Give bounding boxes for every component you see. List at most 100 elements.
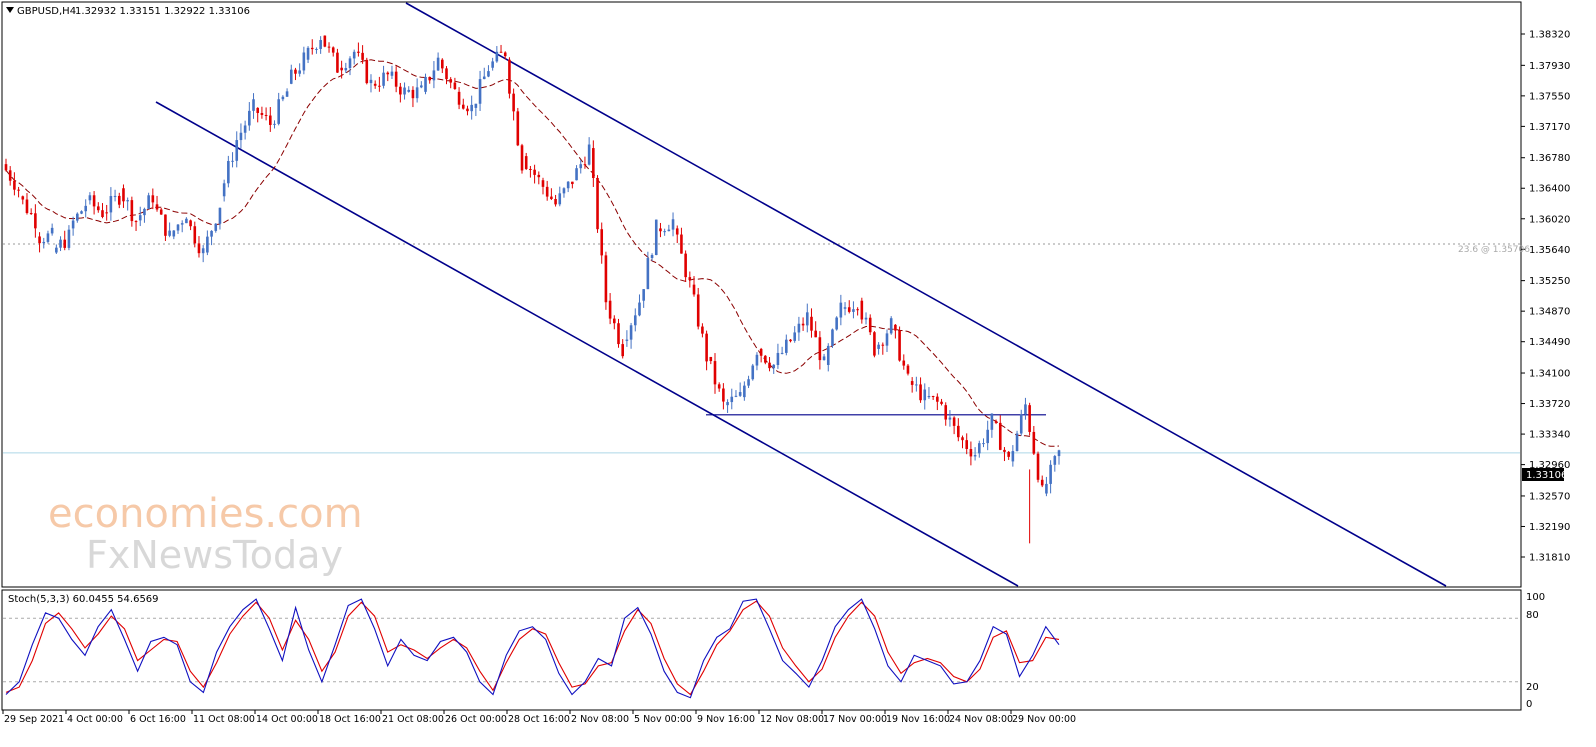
candle xyxy=(273,120,276,129)
candle xyxy=(407,86,411,93)
candle xyxy=(432,61,436,89)
time-tick-label: 2 Nov 08:00 xyxy=(571,714,629,725)
candle-body xyxy=(92,195,96,207)
candle-body xyxy=(1053,456,1057,465)
candle xyxy=(243,120,247,140)
candle xyxy=(441,58,444,74)
candle-body xyxy=(361,52,364,60)
main-chart-panel[interactable] xyxy=(1,1,1522,588)
candle xyxy=(227,155,230,188)
candle xyxy=(990,413,994,438)
candle-body xyxy=(973,455,977,457)
candle xyxy=(298,63,301,77)
candle-body xyxy=(399,86,402,95)
candle xyxy=(25,193,29,215)
time-tick-label: 18 Oct 16:00 xyxy=(319,714,381,725)
time-tick-label: 26 Oct 00:00 xyxy=(445,714,507,725)
time-tick-label: 19 Nov 16:00 xyxy=(886,714,950,725)
candle-body xyxy=(717,384,721,389)
candle-body xyxy=(168,230,171,236)
candle xyxy=(235,131,239,168)
candle-body xyxy=(273,123,276,125)
candle-body xyxy=(1036,453,1040,480)
candle xyxy=(789,339,792,343)
candle xyxy=(877,342,880,355)
candle-body xyxy=(491,61,494,68)
candle-body xyxy=(17,189,20,191)
candle xyxy=(856,307,859,316)
candle xyxy=(386,71,390,82)
candle-body xyxy=(810,316,813,331)
candle xyxy=(881,342,885,355)
candle xyxy=(193,221,197,248)
candle xyxy=(713,353,717,394)
candle-body xyxy=(852,309,855,312)
candle xyxy=(76,212,79,223)
candle-body xyxy=(151,195,155,203)
price-axis: 1.38320 1.37930 1.37550 1.37170 1.36780 1.364… xyxy=(1521,30,1570,564)
candle xyxy=(277,92,280,126)
candle-body xyxy=(495,51,499,62)
candle xyxy=(751,363,755,381)
candle-body xyxy=(520,145,524,171)
candle xyxy=(717,382,721,392)
candle-body xyxy=(113,195,117,197)
candle xyxy=(461,98,465,110)
candle xyxy=(80,210,83,215)
candle-body xyxy=(117,195,121,205)
time-tick-label: 9 Nov 16:00 xyxy=(697,714,755,725)
candle xyxy=(860,297,864,324)
collapse-icon[interactable] xyxy=(6,7,14,13)
price-tick-label: 1.32570 xyxy=(1529,491,1570,502)
candle-body xyxy=(264,114,268,116)
candle xyxy=(902,354,906,370)
candle xyxy=(566,181,570,193)
candle xyxy=(373,80,377,89)
candle xyxy=(621,339,624,359)
candle xyxy=(696,287,700,330)
candle-body xyxy=(71,220,75,229)
candle xyxy=(168,222,171,238)
candle-body xyxy=(562,188,566,194)
candle-body xyxy=(587,144,591,165)
candle-body xyxy=(189,220,192,227)
candle-body xyxy=(50,227,54,234)
candle xyxy=(759,347,763,363)
candle xyxy=(738,382,742,397)
candle-body xyxy=(281,96,285,100)
candle xyxy=(910,377,914,393)
candle xyxy=(613,315,616,330)
candle xyxy=(868,314,872,336)
candle xyxy=(172,230,176,240)
candle-body xyxy=(910,381,914,385)
candle-body xyxy=(394,71,398,87)
price-tick-label: 1.37930 xyxy=(1529,61,1570,72)
candle-body xyxy=(8,170,12,181)
candle-body xyxy=(386,72,390,75)
candle xyxy=(927,387,931,399)
candle xyxy=(214,223,218,233)
candle-body xyxy=(814,330,817,338)
candle xyxy=(466,105,469,116)
candle-body xyxy=(197,243,201,254)
candle-body xyxy=(936,396,939,402)
candle xyxy=(499,44,503,53)
time-tick-label: 29 Nov 00:00 xyxy=(1012,714,1076,725)
candle xyxy=(684,250,687,283)
candle xyxy=(755,352,759,371)
candle xyxy=(642,288,645,308)
candle-body xyxy=(34,213,37,229)
candle xyxy=(361,45,364,64)
candle xyxy=(143,207,146,223)
candle-body xyxy=(793,332,797,341)
price-tick-label: 1.33340 xyxy=(1529,430,1570,441)
candle-body xyxy=(873,332,876,356)
candle xyxy=(659,222,662,238)
candle-body xyxy=(277,99,280,124)
stochastic-panel[interactable] xyxy=(1,589,1522,711)
candle xyxy=(428,76,432,84)
candle xyxy=(289,64,293,85)
candle xyxy=(852,301,855,319)
price-tick-label: 1.33720 xyxy=(1529,399,1570,410)
candle xyxy=(189,219,192,231)
